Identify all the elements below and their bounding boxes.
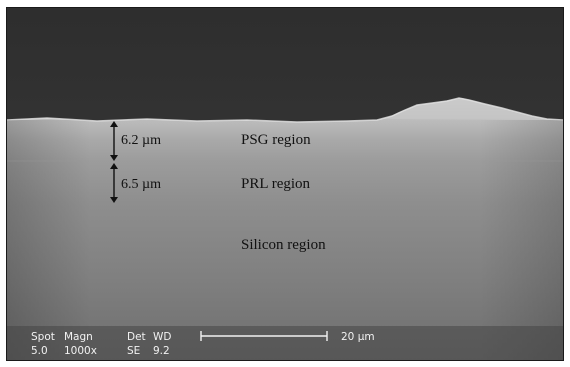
scale-bar-label: 20 µm	[341, 331, 375, 343]
det-header: Det	[127, 331, 146, 343]
spot-value: 5.0	[31, 345, 48, 357]
surface-bump	[385, 98, 552, 120]
magn-header: Magn	[64, 331, 93, 343]
psg-thickness-arrow-icon	[110, 121, 118, 161]
spot-header: Spot	[31, 331, 55, 343]
wd-header: WD	[153, 331, 172, 343]
silicon-region-label: Silicon region	[241, 237, 326, 253]
prl-thickness-arrow-icon	[110, 163, 118, 203]
psg-region-label: PSG region	[241, 132, 311, 148]
edge-vignette	[7, 120, 563, 360]
sem-image	[7, 8, 563, 360]
wd-value: 9.2	[153, 345, 170, 357]
psg-thickness-label: 6.2 µm	[121, 133, 161, 148]
scale-bar	[200, 331, 328, 341]
magn-value: 1000x	[64, 345, 97, 357]
prl-thickness-label: 6.5 µm	[121, 177, 161, 192]
sem-micrograph: 6.2 µm 6.5 µm PSG region PRL region Sili…	[6, 7, 564, 361]
det-value: SE	[127, 345, 141, 357]
info-bar-background	[7, 326, 563, 360]
prl-region-label: PRL region	[241, 176, 311, 192]
